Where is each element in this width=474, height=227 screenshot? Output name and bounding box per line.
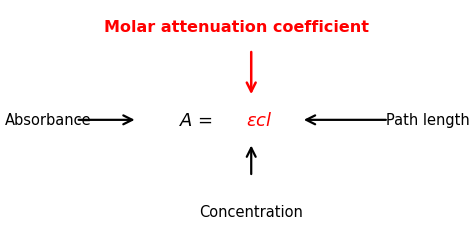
Text: Concentration: Concentration	[199, 204, 303, 219]
Text: Path length: Path length	[385, 113, 469, 128]
Text: Molar attenuation coefficient: Molar attenuation coefficient	[104, 20, 370, 35]
Text: $A$ =: $A$ =	[179, 111, 213, 129]
Text: Absorbance: Absorbance	[5, 113, 91, 128]
Text: $\varepsilon cl$: $\varepsilon cl$	[246, 111, 273, 129]
